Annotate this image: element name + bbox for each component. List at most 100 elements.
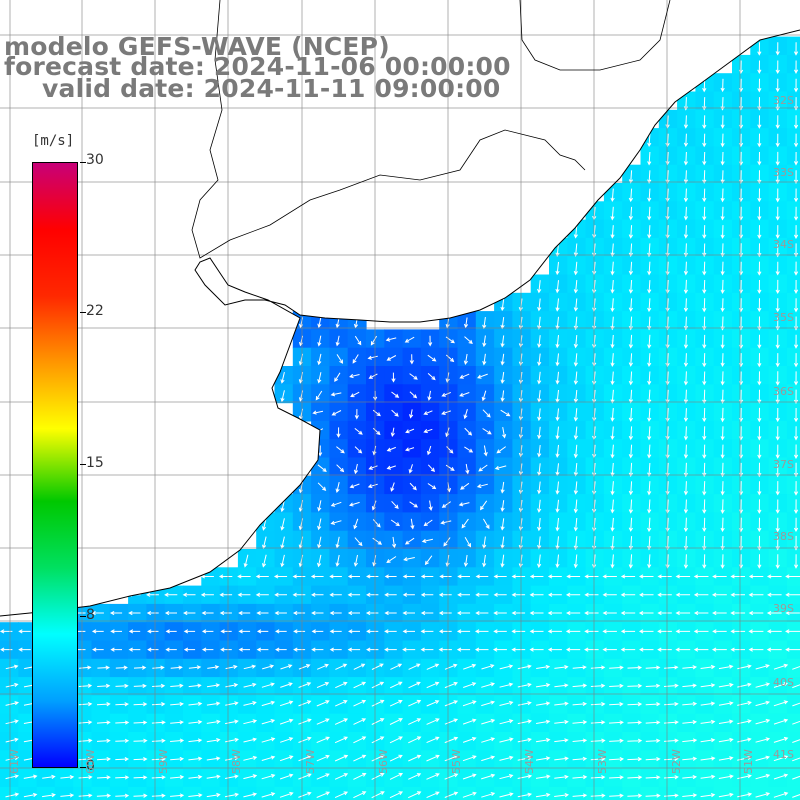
wind-arrow: [628, 371, 634, 386]
wind-arrow: [730, 610, 746, 616]
wind-arrow: [256, 610, 269, 616]
wind-arrow: [458, 502, 470, 507]
speed-cell: [786, 750, 800, 770]
wind-arrow: [372, 427, 381, 436]
wind-arrow: [316, 700, 330, 707]
wind-arrow: [757, 133, 762, 148]
wind-arrow: [645, 775, 661, 780]
wind-arrow: [426, 773, 440, 780]
speed-cell: [786, 384, 800, 404]
wind-arrow: [693, 610, 709, 616]
speed-cell: [347, 786, 367, 800]
wind-arrow: [793, 243, 799, 258]
colorbar-unit: [m/s]: [32, 133, 75, 149]
colorbar-gradient: [32, 162, 78, 768]
wind-arrow: [298, 755, 312, 762]
wind-arrow: [718, 701, 734, 706]
wind-arrow: [427, 483, 437, 490]
wind-arrow: [547, 629, 562, 634]
wind-arrow: [609, 720, 624, 725]
wind-arrow: [225, 719, 239, 725]
wind-arrow: [481, 737, 496, 743]
wind-arrow: [256, 647, 269, 652]
wind-arrow: [170, 756, 185, 762]
wind-arrow: [647, 444, 652, 459]
wind-arrow: [657, 574, 672, 579]
wind-arrow: [775, 407, 780, 423]
wind-arrow: [700, 701, 716, 706]
wind-arrow: [280, 664, 293, 670]
wind-arrow: [279, 755, 294, 762]
wind-arrow: [409, 391, 418, 399]
wind-arrow: [775, 206, 780, 221]
wind-arrow: [147, 647, 159, 652]
wind-arrow: [352, 354, 359, 364]
wind-arrow: [757, 225, 762, 240]
wind-arrow: [720, 243, 725, 258]
wind-arrow: [298, 736, 312, 743]
wind-arrow: [96, 720, 111, 725]
wind-arrow: [647, 462, 652, 477]
wind-arrow: [712, 629, 727, 634]
wind-arrow: [730, 592, 745, 597]
wind-arrow: [718, 664, 734, 670]
wind-arrow: [683, 536, 689, 551]
wind-arrow: [391, 500, 399, 509]
wind-arrow: [438, 610, 452, 616]
valid-date: valid date: 2024-11-11 09:00:00: [42, 74, 501, 103]
wind-arrow: [371, 736, 385, 744]
wind-arrow: [610, 316, 615, 331]
wind-arrow: [151, 720, 166, 725]
wind-arrow: [773, 718, 789, 725]
colorbar-label: 15: [86, 455, 104, 471]
wind-arrow: [389, 681, 403, 689]
wind-arrow: [426, 791, 440, 799]
wind-arrow: [647, 371, 652, 386]
speed-cell: [622, 786, 642, 800]
wind-arrow: [683, 371, 689, 386]
wind-arrow: [793, 407, 799, 423]
wind-arrow: [720, 115, 725, 129]
wind-arrow: [683, 298, 689, 313]
wind-arrow: [720, 279, 725, 294]
wind-arrow: [188, 756, 203, 761]
wind-arrow: [402, 610, 415, 616]
wind-arrow: [441, 410, 451, 415]
wind-arrow: [445, 336, 455, 344]
wind-arrow: [403, 557, 415, 562]
wind-arrow: [683, 188, 689, 203]
wind-arrow: [628, 206, 634, 221]
wind-arrow: [718, 737, 734, 743]
wind-arrow: [482, 409, 491, 418]
colorbar-tick: [80, 767, 86, 768]
wind-arrow: [793, 170, 799, 185]
wind-arrow: [755, 773, 771, 780]
wind-arrow: [385, 337, 397, 342]
wind-arrow: [555, 335, 560, 349]
wind-arrow: [317, 500, 322, 512]
wind-arrow: [292, 610, 306, 616]
wind-arrow: [628, 517, 634, 532]
wind-arrow: [657, 629, 672, 634]
wind-arrow: [115, 793, 130, 798]
wind-arrow: [702, 517, 707, 533]
wind-arrow: [408, 773, 422, 780]
wind-arrow: [766, 629, 782, 634]
wind-arrow: [298, 773, 312, 780]
speed-cell: [786, 402, 800, 422]
wind-arrow: [128, 647, 141, 652]
wind-arrow: [261, 773, 276, 780]
wind-arrow: [42, 793, 56, 798]
wind-arrow: [775, 42, 780, 56]
wind-arrow: [517, 737, 532, 743]
wind-arrow: [280, 390, 285, 403]
speed-cell: [274, 786, 294, 800]
wind-arrow: [572, 701, 588, 707]
wind-arrow: [573, 261, 578, 276]
wind-arrow: [645, 720, 661, 725]
wind-arrow: [353, 699, 367, 707]
wind-arrow: [757, 60, 762, 74]
wind-arrow: [718, 719, 734, 724]
wind-arrow: [424, 555, 433, 566]
wind-arrow: [200, 574, 214, 579]
